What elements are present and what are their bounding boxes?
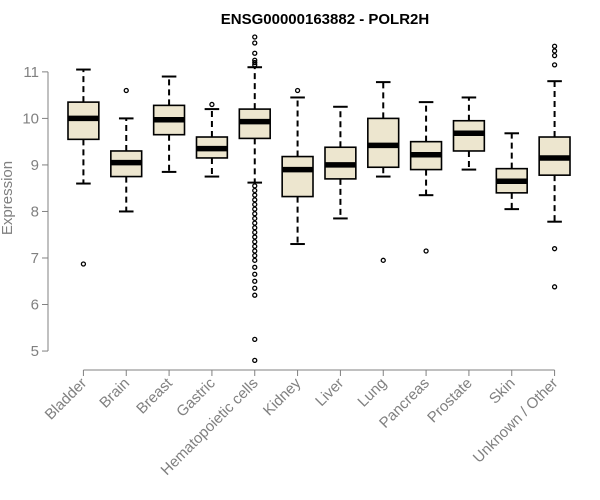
- box-group: [281, 87, 314, 246]
- outlier-point: [252, 183, 258, 189]
- box-group: [324, 105, 357, 220]
- y-tick-label: 6: [31, 297, 39, 314]
- x-tick-label: Breast: [133, 374, 176, 417]
- box-group: [538, 43, 571, 290]
- outlier-point: [252, 40, 258, 46]
- x-tick-label: Bladder: [42, 375, 91, 424]
- outlier-point: [551, 52, 558, 59]
- outlier-point: [252, 243, 258, 250]
- outlier-point: [551, 284, 558, 290]
- outlier-point: [423, 248, 429, 254]
- outlier-point: [252, 201, 258, 208]
- outlier-point: [252, 34, 258, 40]
- outlier-point: [252, 278, 258, 284]
- outlier-point: [380, 257, 386, 263]
- outlier-point: [252, 57, 258, 63]
- outlier-point: [252, 211, 258, 217]
- outlier-point: [551, 246, 558, 252]
- outlier-point: [551, 48, 558, 54]
- x-tick-label: Liver: [312, 375, 347, 410]
- box-group: [409, 101, 443, 254]
- box-group: [452, 96, 486, 171]
- x-tick-label: Skin: [486, 375, 519, 408]
- outlier-point: [252, 192, 258, 198]
- outlier-point: [123, 87, 129, 94]
- outlier-point: [551, 62, 558, 68]
- outlier-point: [80, 261, 87, 267]
- x-tick-label: Brain: [96, 375, 133, 412]
- outlier-point: [252, 253, 258, 259]
- y-tick-label: 11: [23, 64, 39, 81]
- y-axis: 5 6 7 8 9 10 11: [22, 64, 49, 360]
- outlier-point: [252, 59, 258, 66]
- y-tick-label: 5: [31, 343, 39, 360]
- outlier-point: [252, 50, 258, 56]
- x-tick-label: Prostate: [424, 375, 476, 427]
- outlier-point: [252, 206, 258, 212]
- box-group: [495, 132, 528, 211]
- x-tick-label: Lung: [354, 375, 390, 411]
- outlier-point: [294, 87, 301, 94]
- box-group: [238, 34, 271, 363]
- box-group: [195, 101, 229, 178]
- outlier-point: [252, 292, 258, 298]
- outlier-point: [252, 239, 258, 245]
- outlier-point: [252, 220, 258, 226]
- x-tick-label: Kidney: [260, 374, 305, 419]
- outlier-point: [252, 62, 258, 68]
- outlier-point: [551, 43, 558, 49]
- box-group: [152, 75, 186, 173]
- outlier-point: [252, 257, 258, 263]
- outlier-point: [252, 264, 258, 270]
- y-tick-label: 7: [31, 250, 39, 267]
- outlier-point: [252, 285, 258, 291]
- outlier-point: [252, 357, 258, 363]
- y-axis-label: Expression: [0, 161, 16, 235]
- box-group: [110, 87, 143, 213]
- outlier-point: [252, 271, 258, 277]
- outlier-point: [252, 197, 258, 203]
- outlier-point: [209, 101, 215, 108]
- y-tick-label: 10: [22, 110, 39, 127]
- outlier-point: [252, 225, 258, 231]
- box: [281, 155, 314, 198]
- outlier-point: [252, 215, 258, 222]
- chart-title: ENSG00000163882 - POLR2H: [221, 11, 429, 28]
- outlier-point: [252, 234, 258, 240]
- outlier-point: [252, 336, 258, 343]
- outlier-point: [252, 248, 258, 254]
- y-tick-label: 8: [31, 203, 39, 220]
- box-group: [367, 81, 400, 263]
- outlier-point: [252, 187, 258, 194]
- box-group: [67, 68, 100, 267]
- plot-area: [67, 34, 571, 363]
- outlier-point: [252, 229, 258, 236]
- y-tick-label: 9: [31, 157, 39, 174]
